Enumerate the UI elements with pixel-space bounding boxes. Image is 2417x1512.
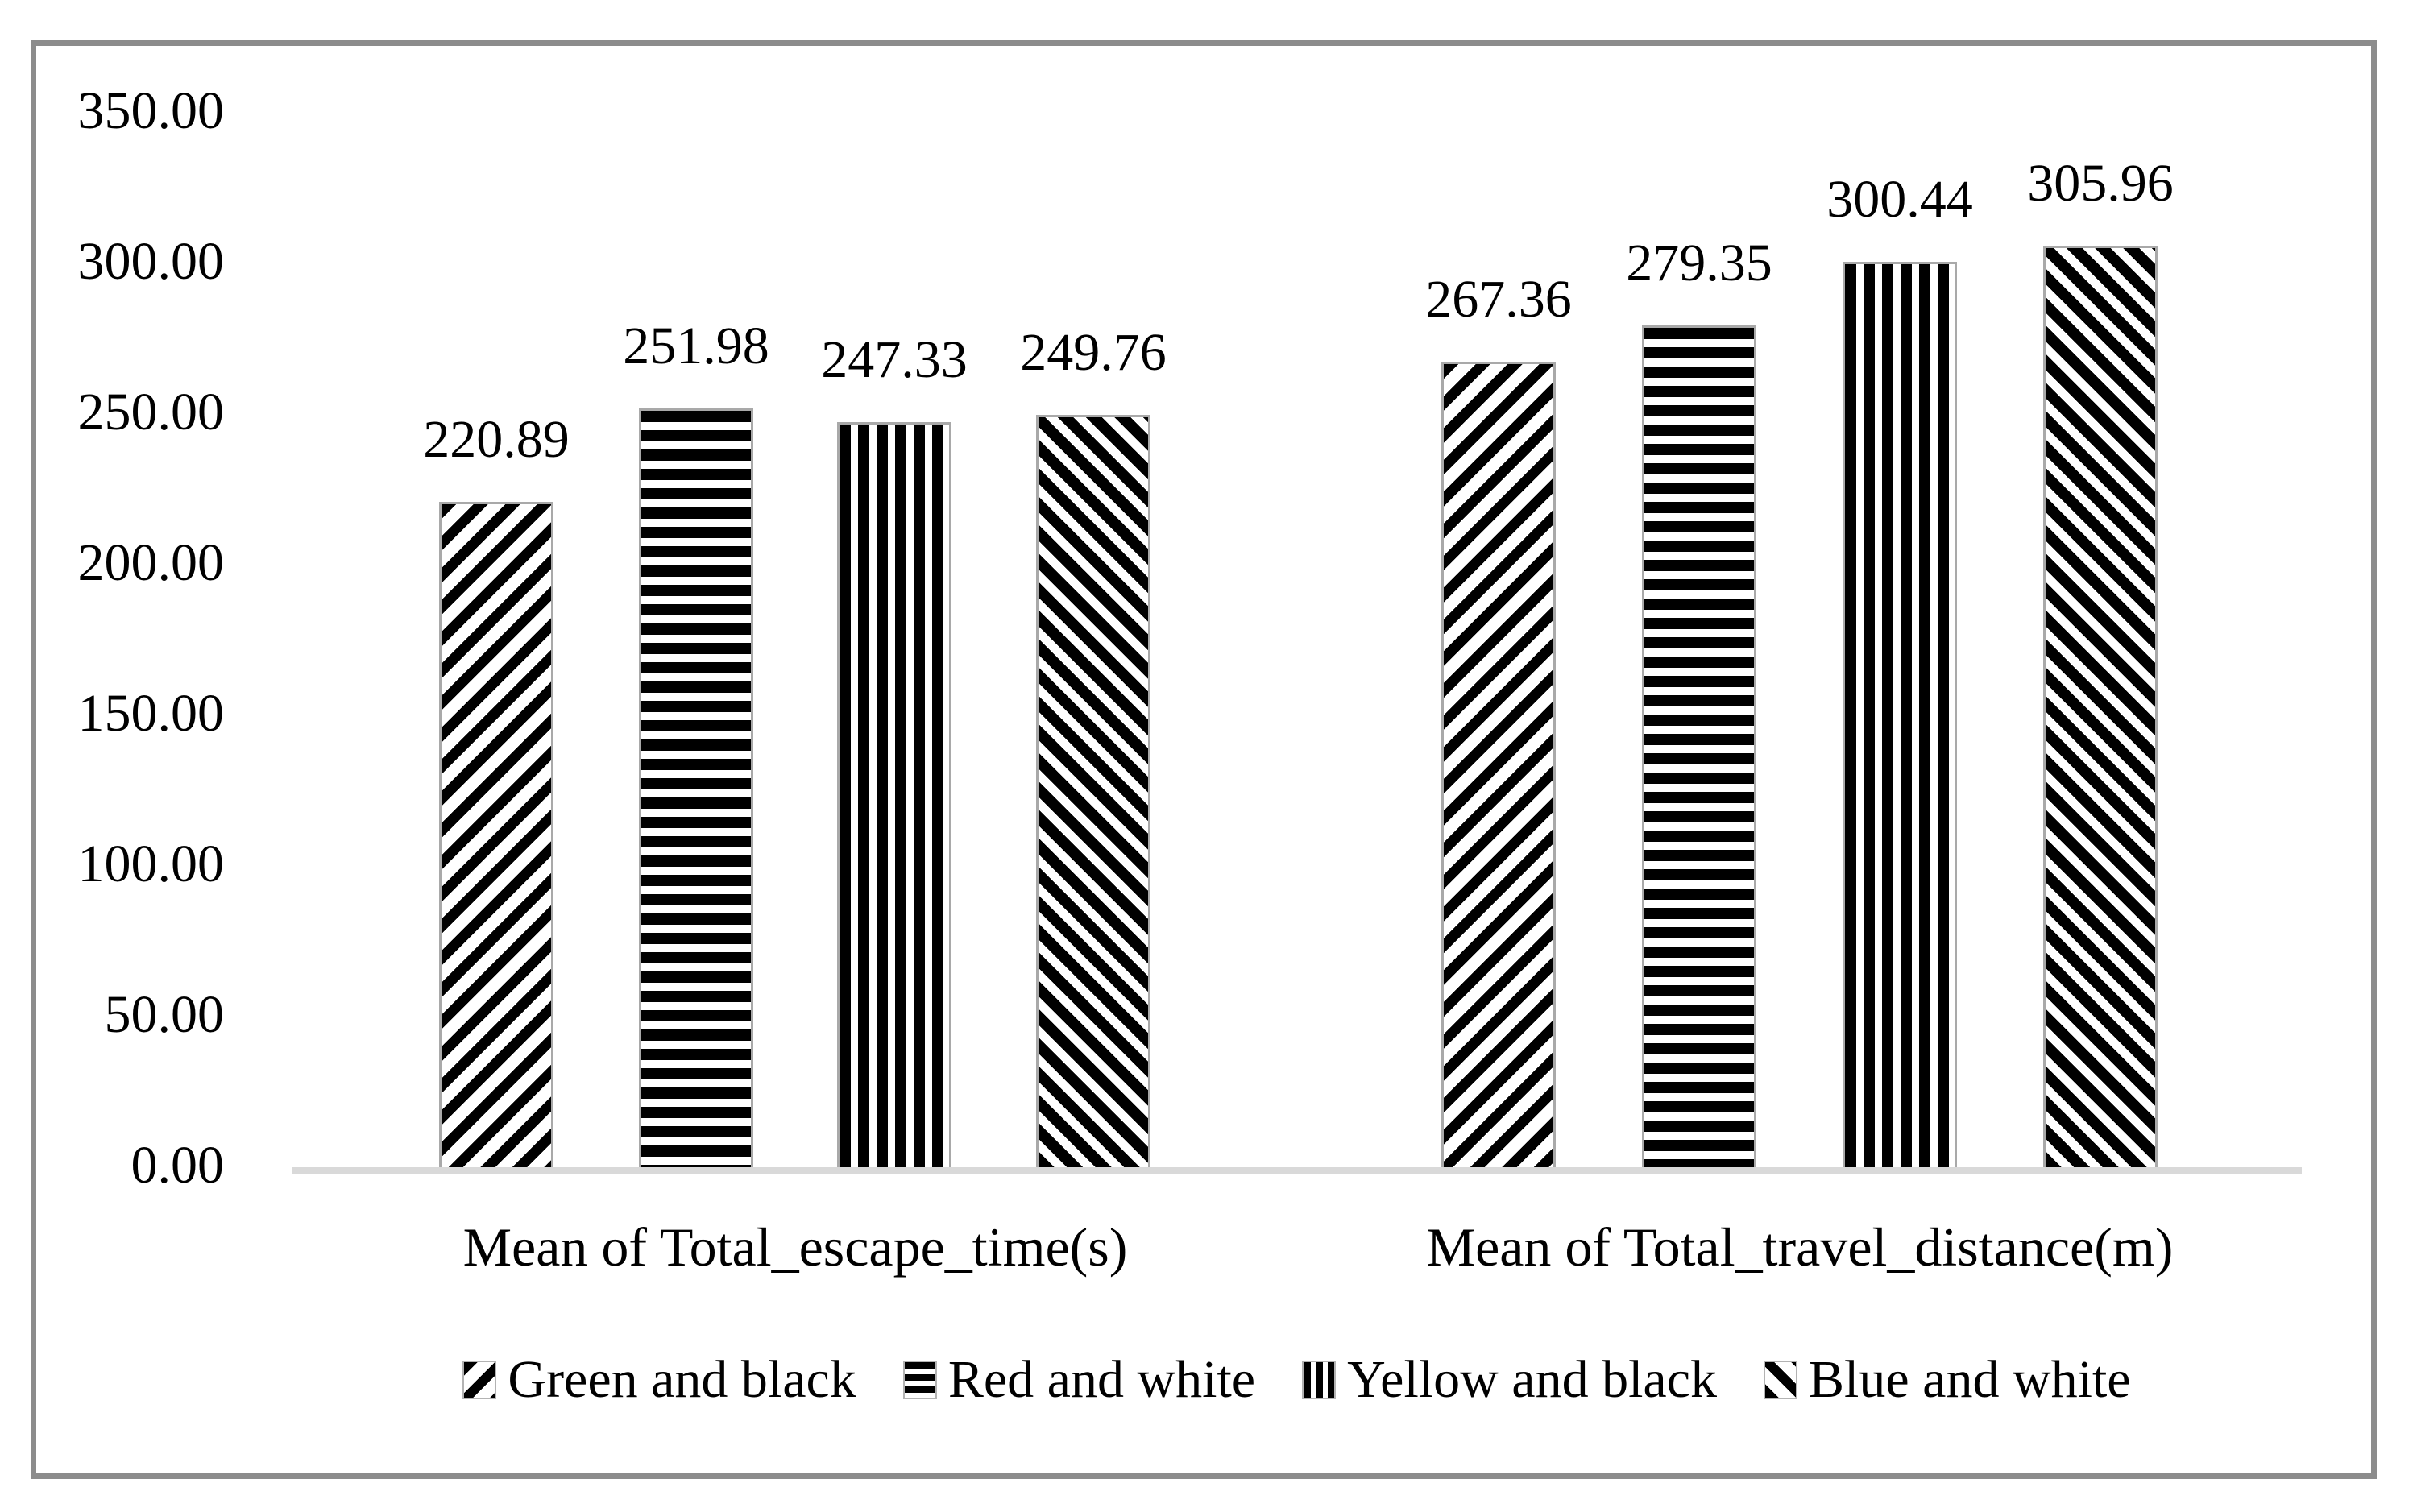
- data-label-blue-and-white-mean-of-total-travel-distance-m: 305.96: [2027, 154, 2174, 213]
- legend-swatch-vertical-stripes-icon: [1302, 1361, 1337, 1399]
- bar-red-and-white-mean-of-total-escape-time-s: [639, 408, 753, 1167]
- legend-swatch-diagonal-down-stripes-icon: [1764, 1361, 1798, 1399]
- bar-yellow-and-black-mean-of-total-travel-distance-m: [1843, 262, 1957, 1167]
- legend-item-yellow-and-black: Yellow and black: [1302, 1352, 1717, 1408]
- legend-item-green-and-black: Green and black: [462, 1352, 856, 1408]
- legend-swatch-horizontal-stripes-icon: [902, 1361, 937, 1399]
- legend-label: Green and black: [508, 1350, 856, 1409]
- bar-blue-and-white-mean-of-total-travel-distance-m: [2043, 246, 2158, 1167]
- x-axis-line: [292, 1167, 2302, 1174]
- category-label-mean-of-total-escape-time-s: Mean of Total_escape_time(s): [462, 1216, 1128, 1278]
- legend: Green and black Red and white Yellow and b…: [292, 1352, 2302, 1408]
- bar-green-and-black-mean-of-total-escape-time-s: [439, 502, 553, 1167]
- legend-item-red-and-white: Red and white: [902, 1350, 1256, 1409]
- legend-label: Yellow and black: [1347, 1350, 1718, 1409]
- y-tick-label-300: 300.00: [77, 232, 225, 291]
- y-tick-label-250: 250.00: [77, 383, 225, 441]
- chart-frame: [31, 40, 2377, 1479]
- bar-yellow-and-black-mean-of-total-escape-time-s: [837, 422, 951, 1167]
- data-label-red-and-white-mean-of-total-escape-time-s: 251.98: [623, 317, 769, 375]
- data-label-green-and-black-mean-of-total-travel-distance-m: 267.36: [1425, 270, 1572, 329]
- category-label-mean-of-total-travel-distance-m: Mean of Total_travel_distance(m): [1426, 1216, 2174, 1278]
- bar-blue-and-white-mean-of-total-escape-time-s: [1036, 415, 1150, 1167]
- legend-item-blue-and-white: Blue and white: [1764, 1352, 2131, 1408]
- bar-green-and-black-mean-of-total-travel-distance-m: [1441, 362, 1556, 1167]
- bar-red-and-white-mean-of-total-travel-distance-m: [1642, 325, 1756, 1167]
- data-label-blue-and-white-mean-of-total-escape-time-s: 249.76: [1020, 323, 1167, 382]
- data-label-red-and-white-mean-of-total-travel-distance-m: 279.35: [1626, 234, 1772, 292]
- y-tick-label-50: 50.00: [104, 985, 225, 1044]
- y-tick-label-350: 350.00: [77, 81, 225, 140]
- y-tick-label-100: 100.00: [77, 835, 225, 893]
- y-tick-label-150: 150.00: [77, 684, 225, 743]
- legend-label: Red and white: [947, 1350, 1256, 1409]
- legend-label: Blue and white: [1809, 1350, 2131, 1409]
- data-label-yellow-and-black-mean-of-total-travel-distance-m: 300.44: [1826, 170, 1973, 229]
- y-tick-label-200: 200.00: [77, 533, 225, 592]
- y-tick-label-0: 0.00: [131, 1136, 225, 1195]
- data-label-green-and-black-mean-of-total-escape-time-s: 220.89: [423, 410, 570, 469]
- data-label-yellow-and-black-mean-of-total-escape-time-s: 247.33: [821, 330, 968, 389]
- legend-swatch-diagonal-up-stripes-icon: [462, 1361, 497, 1399]
